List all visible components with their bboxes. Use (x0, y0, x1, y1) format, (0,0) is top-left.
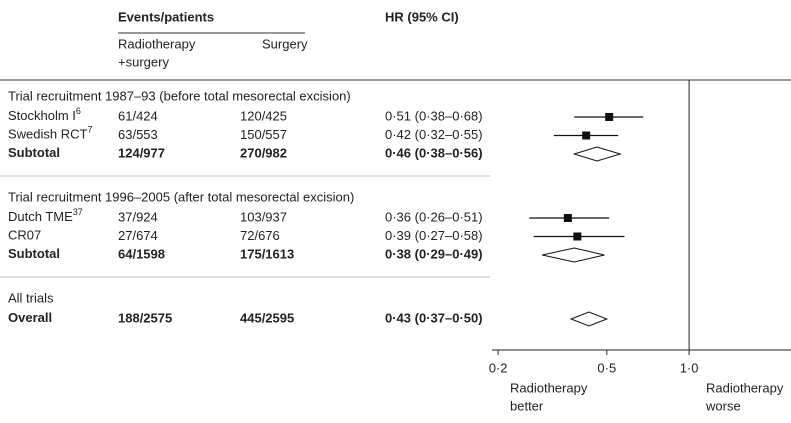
pooled-diamond (542, 247, 605, 263)
row-label: Subtotal (8, 145, 60, 160)
hr-ci: 0·38 (0·29–0·49) (385, 246, 483, 261)
row-label: Dutch TME37 (8, 207, 83, 224)
hr-marker (582, 131, 591, 140)
surgery-events: 175/1613 (240, 246, 294, 261)
header-events: Events/patients (118, 9, 214, 24)
left-note: Radiotherapy (510, 380, 588, 395)
right-note: worse (705, 398, 741, 413)
row-label-text: Subtotal (8, 246, 60, 261)
x-tick-label: 0·5 (597, 360, 616, 375)
rt-events: 63/553 (118, 127, 158, 142)
row-label-sup: 37 (73, 207, 83, 217)
header-rt: Radiotherapy (118, 36, 196, 51)
rt-events: 27/674 (118, 228, 158, 243)
surgery-events: 150/557 (240, 127, 287, 142)
row-label-text: Swedish RCT (8, 127, 88, 142)
surgery-events: 270/982 (240, 145, 287, 160)
surgery-events: 103/937 (240, 209, 287, 224)
group-heading: Trial recruitment 1987–93 (before total … (8, 88, 351, 103)
rt-events: 188/2575 (118, 310, 172, 325)
hr-marker (573, 232, 582, 241)
rt-events: 61/424 (118, 108, 158, 123)
surgery-events: 445/2595 (240, 310, 294, 325)
hr-marker (605, 113, 614, 121)
x-tick-label: 1·0 (680, 360, 699, 375)
rt-events: 64/1598 (118, 246, 165, 261)
row-label: Swedish RCT7 (8, 125, 92, 142)
surgery-events: 120/425 (240, 108, 287, 123)
group-heading: Trial recruitment 1996–2005 (after total… (8, 189, 354, 204)
hr-ci: 0·51 (0·38–0·68) (385, 108, 483, 123)
row-label-text: Stockholm I (8, 108, 76, 123)
hr-ci: 0·39 (0·27–0·58) (385, 228, 483, 243)
left-note: better (510, 398, 544, 413)
surgery-events: 72/676 (240, 228, 280, 243)
row-label: Subtotal (8, 246, 60, 261)
x-tick-label: 0·2 (489, 360, 508, 375)
hr-marker (563, 214, 572, 222)
hr-ci: 0·42 (0·32–0·55) (385, 127, 483, 142)
rt-events: 37/924 (118, 209, 158, 224)
row-label: Overall (8, 310, 52, 325)
rt-events: 124/977 (118, 145, 165, 160)
group-heading: All trials (8, 290, 54, 305)
header-surgery: Surgery (262, 36, 308, 51)
row-label-text: Subtotal (8, 145, 60, 160)
pooled-diamond (569, 311, 609, 327)
right-note: Radiotherapy (706, 380, 784, 395)
row-label-text: Dutch TME (8, 209, 73, 224)
row-label-sup: 6 (76, 106, 81, 116)
pooled-diamond (572, 146, 623, 162)
header-rt: +surgery (118, 54, 169, 69)
row-label: CR07 (8, 228, 41, 243)
row-label: Stockholm I6 (8, 106, 81, 123)
hr-ci: 0·46 (0·38–0·56) (385, 145, 483, 160)
header-hr: HR (95% CI) (385, 9, 459, 24)
hr-ci: 0·43 (0·37–0·50) (385, 310, 483, 325)
row-label-text: CR07 (8, 228, 41, 243)
row-label-text: Overall (8, 310, 52, 325)
row-label-sup: 7 (87, 125, 92, 135)
hr-ci: 0·36 (0·26–0·51) (385, 209, 483, 224)
